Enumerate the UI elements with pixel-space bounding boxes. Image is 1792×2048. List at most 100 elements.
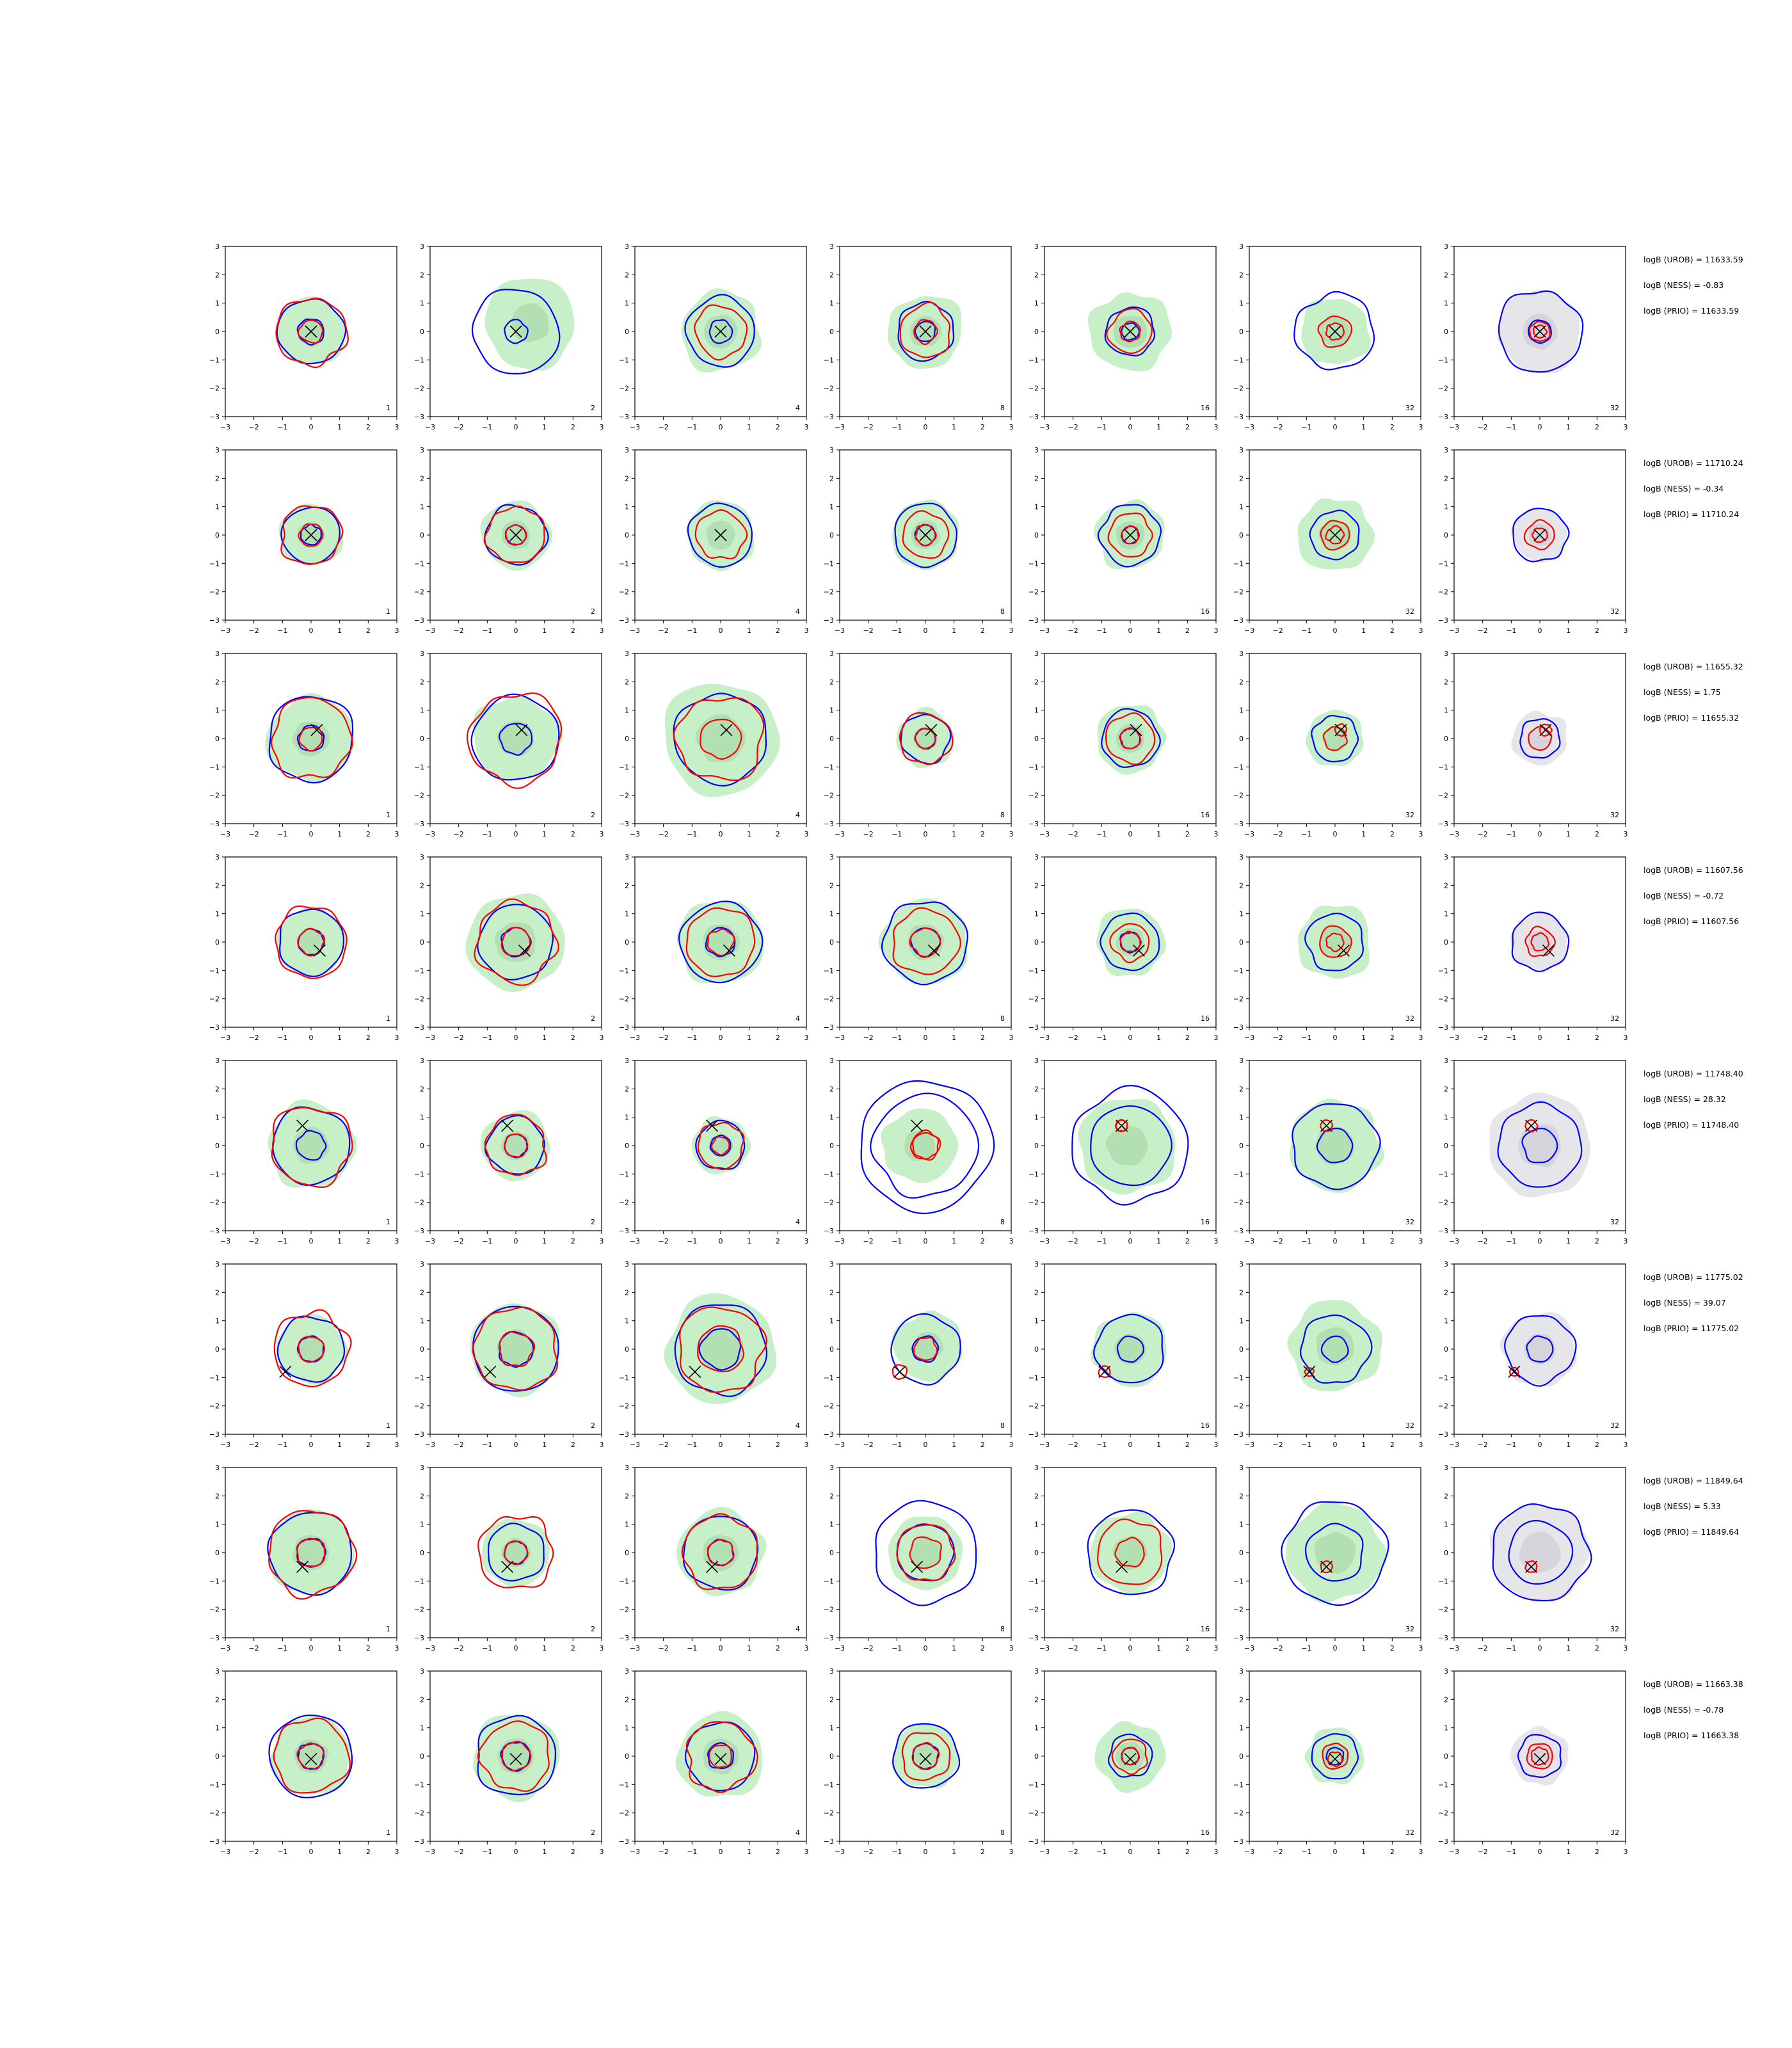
x-tick-label: −2 <box>454 627 464 635</box>
plot-area <box>1489 1092 1590 1198</box>
red-contour <box>681 1513 758 1590</box>
x-tick-label: 2 <box>1390 1848 1395 1856</box>
x-tick-label: 3 <box>1419 1848 1423 1856</box>
x-tick-label: −2 <box>249 1441 259 1449</box>
x-tick-label: −3 <box>630 423 640 431</box>
y-tick-label: −3 <box>1028 1227 1039 1235</box>
x-tick-label: 1 <box>337 1034 342 1042</box>
x-tick-label: 0 <box>719 423 723 431</box>
y-tick-label: 1 <box>625 910 629 918</box>
blue-contour <box>268 1714 353 1798</box>
blue-contour <box>1097 504 1162 568</box>
y-tick-label: −1 <box>1233 559 1244 568</box>
y-tick-label: 3 <box>420 446 424 454</box>
y-tick-label: 3 <box>215 853 220 861</box>
x-tick-label: −3 <box>220 627 230 635</box>
y-tick-label: 1 <box>215 707 220 715</box>
true-value-marker <box>919 529 932 541</box>
x-tick-label: −1 <box>277 423 287 431</box>
y-tick-label: −3 <box>1233 1634 1244 1642</box>
red-contour <box>1114 1537 1145 1568</box>
y-tick-label: 0 <box>215 1142 220 1150</box>
y-tick-label: −2 <box>1438 1402 1448 1411</box>
x-tick-label: 3 <box>1419 1644 1423 1652</box>
x-tick-label: 0 <box>514 627 518 635</box>
panel-label: 1 <box>386 404 390 412</box>
x-tick-label: 2 <box>571 1441 575 1449</box>
y-tick-label: −1 <box>414 559 424 568</box>
x-tick-label: 2 <box>1390 1034 1395 1042</box>
red-contour <box>1111 1738 1148 1775</box>
y-tick-label: 3 <box>420 1464 424 1472</box>
panel-label: 4 <box>796 1218 800 1226</box>
logB-annotation: logB (PRIO) = 11607.56 <box>1644 916 1739 926</box>
subplot-r1-c7: −3 −2 −1 0 1 2 3 −3 −2 −1 0 1 2 3 32 <box>1438 243 1628 431</box>
panel-label: 2 <box>591 1014 595 1023</box>
y-tick-label: 3 <box>420 650 424 658</box>
y-tick-label: 2 <box>829 1288 834 1297</box>
blue-contour <box>280 506 340 565</box>
y-tick-label: 1 <box>829 1317 834 1325</box>
x-tick-label: 3 <box>804 1237 809 1245</box>
x-tick-label: 3 <box>804 1848 809 1856</box>
red-contour <box>472 1306 559 1391</box>
x-tick-label: 2 <box>1185 830 1190 838</box>
x-tick-label: 2 <box>1185 423 1190 431</box>
x-tick-label: 0 <box>924 830 928 838</box>
y-tick-label: 3 <box>420 1260 424 1268</box>
x-tick-label: −1 <box>482 1848 492 1856</box>
x-tick-label: −1 <box>687 1034 697 1042</box>
blue-contour <box>860 1080 995 1215</box>
y-tick-label: 0 <box>1444 1549 1448 1557</box>
y-tick-label: −2 <box>1233 995 1244 1004</box>
y-tick-label: 1 <box>625 707 629 715</box>
red-contour <box>892 1364 908 1380</box>
panel-label: 32 <box>1610 1828 1619 1837</box>
subplot-r3-c2: −3 −2 −1 0 1 2 3 −3 −2 −1 0 1 2 3 2 <box>414 650 604 838</box>
x-tick-label: 2 <box>366 423 371 431</box>
red-contour <box>1530 932 1550 952</box>
x-tick-label: 2 <box>571 1644 575 1652</box>
density-fill-inner <box>497 721 534 756</box>
y-tick-label: −3 <box>414 413 424 421</box>
x-tick-label: 3 <box>1624 1237 1628 1245</box>
y-tick-label: −3 <box>1028 1430 1039 1439</box>
panel-label: 2 <box>591 404 595 412</box>
plot-area <box>1096 908 1166 977</box>
true-value-marker <box>714 1752 727 1765</box>
y-tick-label: −1 <box>209 763 220 771</box>
x-tick-label: 0 <box>924 1644 928 1652</box>
y-tick-label: −1 <box>824 1780 834 1789</box>
y-tick-label: 2 <box>420 678 424 686</box>
y-tick-label: −2 <box>1233 792 1244 800</box>
x-tick-label: 1 <box>747 627 751 635</box>
y-tick-label: 3 <box>1034 1057 1039 1065</box>
y-tick-label: 1 <box>215 910 220 918</box>
panel-label: 4 <box>796 607 800 616</box>
y-tick-label: 2 <box>1034 881 1039 890</box>
x-tick-label: −3 <box>220 1237 230 1245</box>
panel-label: 32 <box>1405 607 1414 616</box>
y-tick-label: 1 <box>1239 1114 1244 1122</box>
x-tick-label: 2 <box>776 1848 780 1856</box>
x-tick-label: 3 <box>1009 1034 1014 1042</box>
x-tick-label: 1 <box>1566 830 1571 838</box>
x-tick-label: 0 <box>719 1237 723 1245</box>
y-tick-label: 2 <box>1444 1695 1448 1704</box>
plot-area <box>892 499 959 570</box>
y-tick-label: 0 <box>625 328 629 336</box>
y-tick-label: 1 <box>625 503 629 511</box>
plot-area <box>265 693 355 784</box>
x-tick-label: 2 <box>980 1644 985 1652</box>
red-contour <box>673 697 765 781</box>
plot-area <box>268 1714 353 1798</box>
subplot-r6-c5: −3 −2 −1 0 1 2 3 −3 −2 −1 0 1 2 3 16 <box>1028 1260 1219 1449</box>
y-tick-label: 1 <box>1239 503 1244 511</box>
y-tick-label: 0 <box>215 938 220 947</box>
x-tick-label: 3 <box>395 627 399 635</box>
x-tick-label: 2 <box>1185 1644 1190 1652</box>
y-tick-label: −2 <box>209 588 220 596</box>
panel-label: 4 <box>796 1625 800 1633</box>
y-tick-label: −1 <box>1438 559 1448 568</box>
y-tick-label: 2 <box>1239 271 1244 279</box>
